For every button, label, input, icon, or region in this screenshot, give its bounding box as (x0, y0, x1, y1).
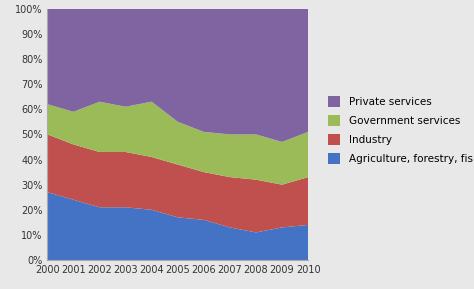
Legend: Private services, Government services, Industry, Agriculture, forestry, fishing: Private services, Government services, I… (323, 91, 474, 169)
